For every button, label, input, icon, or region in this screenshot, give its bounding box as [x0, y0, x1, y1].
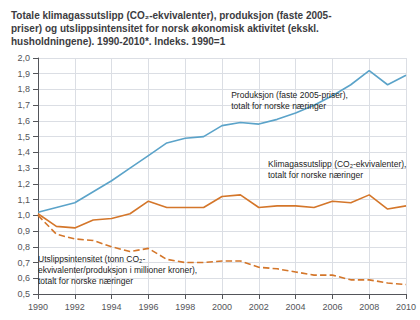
- svg-text:Utslippsintensitet (tonn CO₂-: Utslippsintensitet (tonn CO₂-: [38, 254, 145, 264]
- svg-text:2000: 2000: [212, 302, 232, 312]
- svg-text:1,7: 1,7: [17, 100, 30, 110]
- svg-text:1998: 1998: [175, 302, 195, 312]
- svg-text:2002: 2002: [249, 302, 269, 312]
- svg-text:1,1: 1,1: [17, 195, 30, 205]
- svg-text:1,9: 1,9: [17, 69, 30, 79]
- svg-text:1,0: 1,0: [17, 210, 30, 220]
- svg-text:1990: 1990: [28, 302, 48, 312]
- svg-text:0,7: 0,7: [17, 258, 30, 268]
- svg-text:2006: 2006: [322, 302, 342, 312]
- svg-text:Totale klimagassutslipp (CO₂-e: Totale klimagassutslipp (CO₂-ekvivalente…: [11, 10, 331, 21]
- svg-text:1994: 1994: [102, 302, 122, 312]
- svg-text:Produksjon (faste 2005-priser): Produksjon (faste 2005-priser),: [231, 90, 348, 100]
- svg-text:0,6: 0,6: [17, 273, 30, 283]
- svg-text:1,5: 1,5: [17, 132, 30, 142]
- svg-text:1,8: 1,8: [17, 84, 30, 94]
- svg-text:1,4: 1,4: [17, 147, 30, 157]
- svg-text:totalt for norske næringer: totalt for norske næringer: [38, 276, 133, 286]
- svg-text:1992: 1992: [65, 302, 85, 312]
- svg-text:2008: 2008: [359, 302, 379, 312]
- svg-text:priser) og utslippsintensitet: priser) og utslippsintensitet for norsk …: [11, 23, 319, 34]
- svg-text:1,2: 1,2: [17, 179, 30, 189]
- svg-text:1996: 1996: [138, 302, 158, 312]
- svg-text:0,5: 0,5: [17, 289, 30, 299]
- svg-text:totalt for norske næringer: totalt for norske næringer: [231, 101, 326, 111]
- svg-text:0,8: 0,8: [17, 242, 30, 252]
- svg-text:1,3: 1,3: [17, 163, 30, 173]
- svg-text:2010: 2010: [396, 302, 416, 312]
- svg-text:ekvivalenter/produksjon i mill: ekvivalenter/produksjon i millioner kron…: [38, 265, 197, 275]
- svg-text:husholdningene). 1990-2010*. I: husholdningene). 1990-2010*. Indeks. 199…: [11, 36, 226, 47]
- svg-text:0,9: 0,9: [17, 226, 30, 236]
- svg-text:2004: 2004: [286, 302, 306, 312]
- svg-text:2,0: 2,0: [17, 53, 30, 63]
- svg-text:totalt for norske næringer: totalt for norske næringer: [268, 170, 363, 180]
- svg-text:Klimagassutslipp (CO₂-ekvivale: Klimagassutslipp (CO₂-ekvivalenter),: [268, 159, 406, 169]
- svg-text:1,6: 1,6: [17, 116, 30, 126]
